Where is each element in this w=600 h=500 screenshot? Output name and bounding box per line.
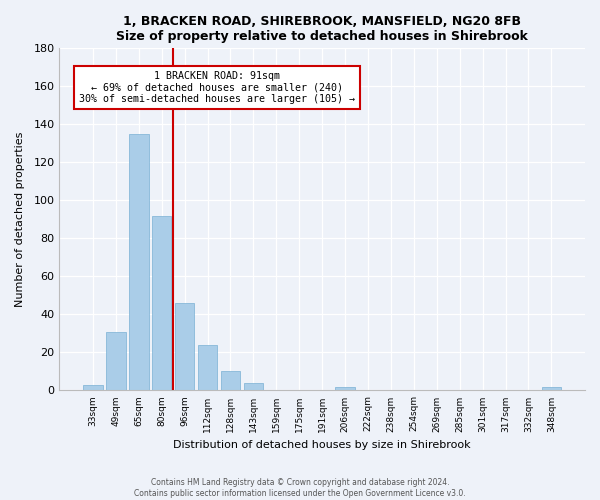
Text: Contains HM Land Registry data © Crown copyright and database right 2024.
Contai: Contains HM Land Registry data © Crown c… [134, 478, 466, 498]
Text: 1 BRACKEN ROAD: 91sqm
← 69% of detached houses are smaller (240)
30% of semi-det: 1 BRACKEN ROAD: 91sqm ← 69% of detached … [79, 70, 355, 104]
Bar [129, 134, 149, 390]
Bar [175, 303, 194, 390]
Bar [106, 332, 125, 390]
Bar [542, 386, 561, 390]
Bar [221, 372, 240, 390]
Bar [83, 384, 103, 390]
Bar [244, 383, 263, 390]
Bar [198, 345, 217, 391]
Title: 1, BRACKEN ROAD, SHIREBROOK, MANSFIELD, NG20 8FB
Size of property relative to de: 1, BRACKEN ROAD, SHIREBROOK, MANSFIELD, … [116, 15, 528, 43]
X-axis label: Distribution of detached houses by size in Shirebrook: Distribution of detached houses by size … [173, 440, 471, 450]
Bar [152, 216, 172, 390]
Bar [335, 386, 355, 390]
Y-axis label: Number of detached properties: Number of detached properties [15, 132, 25, 307]
